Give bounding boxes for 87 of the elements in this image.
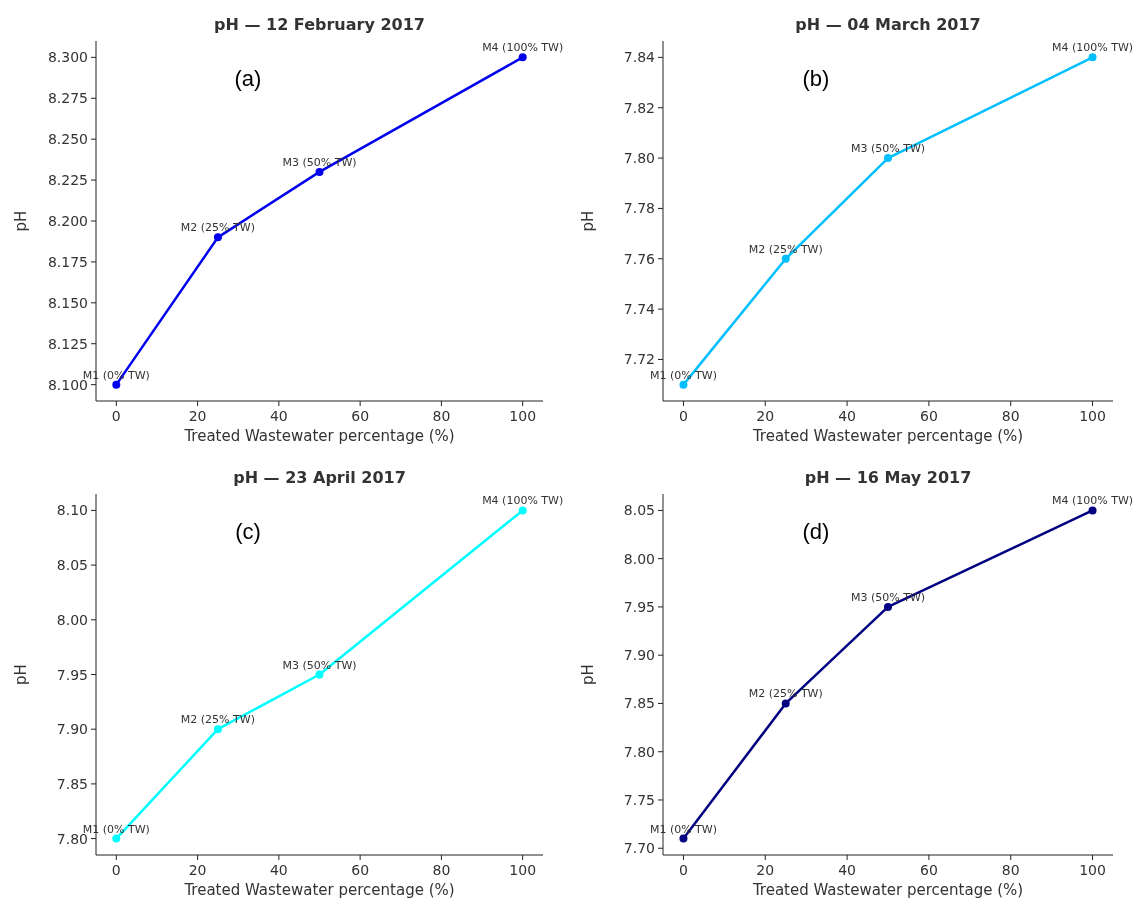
y-tick-label: 7.90 [623, 647, 655, 664]
y-tick-label: 7.95 [623, 598, 655, 615]
y-tick-label: 7.95 [56, 666, 88, 683]
x-tick-label: 80 [1001, 408, 1020, 424]
x-tick-label: 40 [269, 408, 288, 424]
y-tick-label: 8.225 [47, 172, 88, 189]
point [884, 154, 892, 163]
y-tick-label: 7.72 [623, 351, 655, 368]
y-tick-label: 7.85 [623, 695, 655, 712]
y-tick-label: 8.00 [623, 550, 655, 567]
annotation: (d) [802, 519, 830, 544]
y-tick-label: 8.250 [47, 131, 88, 148]
x-tick-label: 80 [432, 408, 451, 424]
x-tick-label: 60 [351, 408, 370, 424]
annotation: M3 (50% TW) [282, 658, 357, 672]
y-tick-label: 8.175 [47, 253, 88, 270]
chart-title: pH — 16 May 2017 [804, 468, 972, 487]
x-tick-label: 100 [1079, 408, 1106, 424]
annotation: M1 (0% TW) [649, 822, 718, 836]
y-tick-label: 7.70 [623, 840, 655, 857]
point [518, 506, 527, 515]
x-tick-label: 60 [920, 862, 938, 878]
annotation: (a) [234, 66, 262, 91]
y-axis-title: pH [12, 210, 30, 232]
chart-title: pH — 04 March 2017 [795, 15, 981, 34]
chart-title: pH — 23 April 2017 [233, 468, 406, 487]
x-tick-label: 0 [111, 862, 121, 878]
y-axis-title: pH [579, 210, 597, 232]
x-tick-label: 0 [678, 862, 688, 878]
x-tick-label: 40 [269, 862, 288, 878]
annotation: (c) [235, 519, 261, 544]
x-tick-label: 100 [1079, 862, 1106, 878]
annotation: M3 (50% TW) [282, 155, 357, 169]
x-axis-title: Treated Wastewater percentage (%) [751, 881, 1024, 899]
x-axis-title: Treated Wastewater percentage (%) [183, 427, 455, 445]
point [518, 53, 527, 62]
y-tick-label: 7.82 [623, 99, 655, 116]
annotation: M2 (25% TW) [180, 713, 255, 727]
y-tick-label: 8.125 [47, 335, 88, 352]
point [1088, 53, 1097, 62]
x-tick-label: 100 [509, 862, 537, 878]
annotation: M1 (0% TW) [649, 368, 718, 382]
y-tick-label: 7.85 [56, 775, 88, 792]
y-tick-label: 8.10 [56, 502, 88, 519]
y-tick-label: 8.05 [56, 557, 88, 574]
x-tick-label: 60 [351, 862, 370, 878]
y-tick-label: 8.150 [47, 294, 88, 311]
annotation: M4 (100% TW) [1051, 41, 1134, 55]
annotation: M4 (100% TW) [482, 41, 564, 55]
annotation: M4 (100% TW) [482, 494, 564, 508]
annotation: M2 (25% TW) [180, 221, 255, 235]
x-tick-label: 0 [678, 408, 688, 424]
x-tick-label: 0 [111, 408, 121, 424]
y-tick-label: 7.80 [623, 150, 655, 167]
y-axis-title: pH [579, 664, 597, 685]
y-tick-label: 7.84 [623, 49, 656, 66]
point [781, 699, 790, 708]
x-tick-label: 100 [509, 408, 537, 424]
point [213, 233, 222, 242]
y-tick-label: 7.90 [56, 721, 88, 738]
x-tick-label: 20 [188, 862, 207, 878]
y-tick-label: 8.275 [47, 90, 88, 107]
point [213, 725, 222, 734]
y-tick-label: 7.74 [623, 301, 656, 318]
chart-title: pH — 12 February 2017 [214, 15, 425, 34]
x-axis-title: Treated Wastewater percentage (%) [183, 881, 455, 899]
y-tick-label: 8.00 [56, 611, 88, 628]
y-tick-label: 8.200 [47, 213, 88, 229]
x-tick-label: 60 [920, 408, 938, 424]
y-axis-title: pH [12, 664, 30, 685]
point [1088, 506, 1097, 515]
y-tick-label: 7.78 [623, 200, 655, 217]
y-tick-label: 8.05 [623, 502, 655, 519]
x-tick-label: 80 [432, 862, 451, 878]
x-tick-label: 40 [838, 862, 856, 878]
annotation: M4 (100% TW) [1051, 494, 1134, 508]
y-tick-label: 7.80 [623, 743, 655, 760]
x-axis-title: Treated Wastewater percentage (%) [751, 427, 1024, 445]
x-tick-label: 80 [1001, 862, 1020, 878]
x-tick-label: 20 [756, 862, 775, 878]
y-tick-label: 7.75 [623, 791, 655, 808]
annotation: (b) [802, 66, 830, 91]
y-tick-label: 7.76 [623, 250, 656, 267]
x-tick-label: 20 [756, 408, 775, 424]
x-tick-label: 40 [838, 408, 856, 424]
x-tick-label: 20 [188, 408, 207, 424]
y-tick-label: 8.300 [47, 49, 88, 66]
